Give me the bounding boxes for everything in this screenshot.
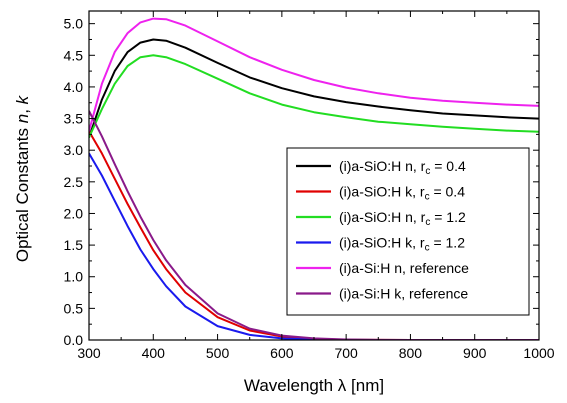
x-tick-label: 700 xyxy=(334,345,358,361)
series-line-5 xyxy=(89,17,539,132)
y-axis-label-part: , xyxy=(13,104,32,113)
legend-entry-subscript: c xyxy=(425,217,430,228)
x-tick-label: 600 xyxy=(270,345,294,361)
legend: (i)a-SiO:H n, rc = 0.4(i)a-SiO:H k, rc =… xyxy=(286,147,530,316)
y-tick-label: 3.0 xyxy=(64,142,84,158)
y-tick-label: 4.5 xyxy=(64,47,84,63)
legend-entry: (i)a-SiO:H n, rc = 1.2 xyxy=(339,209,466,228)
legend-box xyxy=(286,147,530,316)
x-axis-label: Wavelength λ [nm] xyxy=(244,376,384,395)
y-tick-label: 5.0 xyxy=(64,16,84,32)
series-line-1 xyxy=(89,38,539,138)
y-tick-label: 0.0 xyxy=(64,332,84,348)
y-tick-label: 1.0 xyxy=(64,269,84,285)
legend-entry-main: (i)a-Si:H n, reference xyxy=(339,260,469,276)
legend-entry-value: = 0.4 xyxy=(430,184,466,200)
y-axis-label: Optical Constants n, k xyxy=(13,94,32,262)
y-tick-label: 2.0 xyxy=(64,205,84,221)
legend-entry-main: (i)a-SiO:H n, r xyxy=(339,209,426,225)
y-tick-label: 1.5 xyxy=(64,237,84,253)
legend-entry-main: (i)a-SiO:H n, r xyxy=(339,158,426,174)
y-tick-label: 0.5 xyxy=(64,300,84,316)
x-tick-label: 400 xyxy=(142,345,166,361)
x-tick-label: 900 xyxy=(463,345,487,361)
x-tick-label: 1000 xyxy=(523,345,554,361)
y-axis-label-part: n xyxy=(13,114,32,123)
series-line-3 xyxy=(89,54,539,138)
legend-entry-subscript: c xyxy=(425,192,430,203)
legend-entry-subscript: c xyxy=(425,166,430,177)
legend-entry-main: (i)a-SiO:H k, r xyxy=(339,184,425,200)
y-tick-label: 4.0 xyxy=(64,79,84,95)
x-tick-label: 500 xyxy=(206,345,230,361)
axes: 300 400 500 600 700 800 900 1000 0.0 0.5 1.0 1.5 2.0… xyxy=(64,10,555,361)
legend-entry: (i)a-SiO:H k, rc = 1.2 xyxy=(339,235,465,254)
x-tick-label: 800 xyxy=(399,345,423,361)
y-axis-label-part: Optical Constants xyxy=(13,123,32,262)
y-axis-label-part: k xyxy=(13,94,32,104)
x-tick-label: 300 xyxy=(77,345,101,361)
legend-entry-value: = 1.2 xyxy=(430,209,466,225)
y-tick-label: 2.5 xyxy=(64,174,84,190)
legend-entry-value: = 1.2 xyxy=(430,235,466,251)
plot-area xyxy=(89,17,539,340)
y-tick-label: 3.5 xyxy=(64,111,84,127)
legend-entry: (i)a-Si:H k, reference xyxy=(339,286,468,302)
legend-entry: (i)a-Si:H n, reference xyxy=(339,260,469,276)
legend-entry-main: (i)a-SiO:H k, r xyxy=(339,235,425,251)
legend-entry-main: (i)a-Si:H k, reference xyxy=(339,286,468,302)
legend-entry-value: = 0.4 xyxy=(430,158,466,174)
legend-entry: (i)a-SiO:H k, rc = 0.4 xyxy=(339,184,465,203)
legend-entry-subscript: c xyxy=(425,243,430,254)
legend-entry: (i)a-SiO:H n, rc = 0.4 xyxy=(339,158,466,177)
